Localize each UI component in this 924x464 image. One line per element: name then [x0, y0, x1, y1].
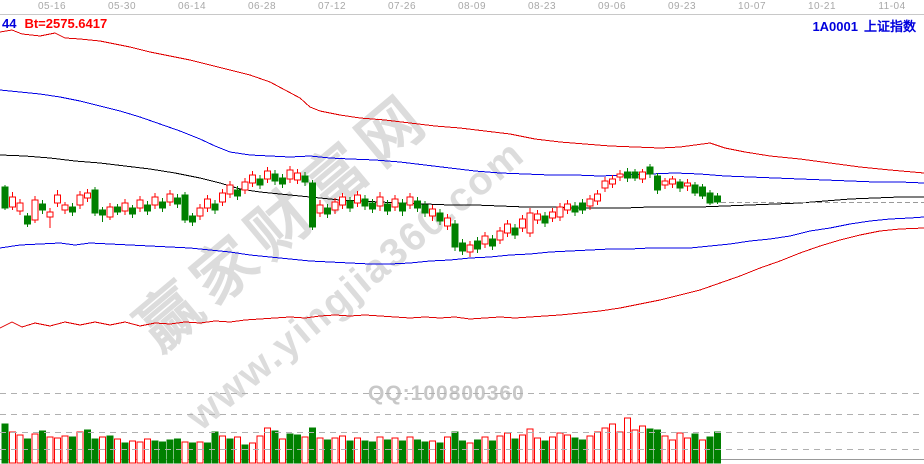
- date-tick: 09-06: [597, 1, 627, 12]
- date-tick: 07-26: [387, 1, 417, 12]
- instrument-name: 上证指数: [863, 19, 916, 34]
- date-tick: 08-23: [527, 1, 557, 12]
- date-tick: 06-28: [247, 1, 277, 12]
- indicator-label: 44 Bt=2575.6417: [2, 16, 107, 31]
- instrument-code: 1A0001: [812, 19, 858, 34]
- date-tick: 10-07: [737, 1, 767, 12]
- date-tick: 09-23: [667, 1, 697, 12]
- date-tick: 11-04: [878, 1, 906, 12]
- date-tick: 10-21: [807, 1, 837, 12]
- indicator-prefix: 44: [2, 16, 17, 31]
- date-tick: 06-14: [177, 1, 207, 12]
- date-tick: 05-16: [37, 1, 67, 12]
- instrument-label[interactable]: 1A0001 上证指数: [806, 16, 916, 35]
- date-tick: 07-12: [317, 1, 347, 12]
- date-axis: 05-16 05-30 06-14 06-28 07-12 07-26 08-09 08-23…: [0, 0, 924, 15]
- date-tick: 08-09: [457, 1, 487, 12]
- indicator-value: Bt=2575.6417: [24, 16, 108, 31]
- date-tick: 05-30: [107, 1, 137, 12]
